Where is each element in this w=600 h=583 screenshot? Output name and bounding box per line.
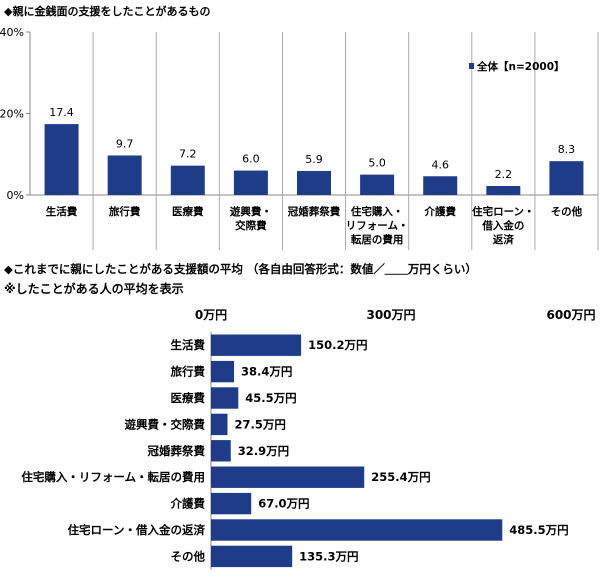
data-label: 27.5万円	[235, 417, 286, 431]
hbar-6	[211, 492, 252, 515]
data-label: 485.5万円	[509, 523, 568, 537]
chart1-title: ◆親に金銭面の支援をしたことがあるもの	[4, 5, 211, 18]
category-label: 冠婚葬祭費	[288, 205, 341, 218]
category-label: その他	[171, 549, 206, 563]
bar-4	[297, 170, 331, 195]
chart2-title: ◆これまでに親にしたことがある支援額の平均 （各自由回答形式：数値／＿＿万円くら…	[4, 262, 477, 276]
category-label: 旅行費	[171, 365, 206, 379]
y-tick-label: 0%	[7, 189, 24, 202]
category-label: その他	[551, 205, 583, 218]
category-label: 住宅購入・	[351, 205, 404, 218]
category-label: 返済	[493, 233, 514, 246]
hbar-5	[211, 466, 365, 488]
bar-1	[107, 155, 142, 195]
bar-0	[44, 124, 79, 195]
category-label: 医療費	[171, 391, 206, 405]
x-tick-label: 300万円	[366, 308, 415, 322]
data-label: 2.2	[495, 168, 513, 181]
bar-8	[549, 161, 584, 195]
x-tick-label: 600万円	[546, 308, 595, 322]
legend-swatch	[469, 63, 474, 69]
bar-6	[423, 176, 458, 195]
hbar-2	[211, 387, 239, 409]
data-label: 17.4	[49, 106, 74, 119]
data-label: 7.2	[179, 148, 197, 161]
data-label: 9.7	[116, 137, 134, 150]
data-label: 255.4万円	[371, 470, 430, 484]
chart2-subtitle: ※したことがある人の平均を表示	[4, 282, 184, 296]
data-label: 4.6	[431, 158, 449, 171]
data-label: 8.3	[558, 143, 576, 156]
hbar-8	[211, 545, 293, 568]
hbar-0	[211, 334, 302, 356]
hbar-1	[211, 360, 235, 383]
category-label: 生活費	[46, 205, 78, 218]
bar-7	[486, 186, 521, 195]
data-label: 6.0	[242, 153, 260, 166]
category-label: 生活費	[171, 338, 206, 352]
category-label: リフォーム・	[346, 220, 409, 232]
category-label: 借入金の	[481, 219, 524, 232]
category-label: 交際費	[235, 219, 267, 232]
bar-3	[233, 170, 268, 195]
category-label: 住宅ローン・	[472, 205, 534, 218]
bar-2	[170, 165, 205, 195]
category-label: 住宅ローン・借入金の返済	[68, 523, 206, 537]
hbar-4	[211, 440, 231, 462]
data-label: 45.5万円	[245, 391, 296, 405]
data-label: 150.2万円	[308, 338, 367, 352]
category-label: 住宅購入・リフォーム・転居の費用	[21, 470, 205, 484]
data-label: 5.0	[368, 157, 386, 170]
data-label: 67.0万円	[258, 497, 309, 511]
category-label: 介護費	[423, 205, 456, 218]
bar-5	[360, 174, 395, 195]
data-label: 135.3万円	[299, 549, 358, 563]
data-label: 5.9	[305, 153, 323, 166]
data-label: 38.4万円	[241, 365, 292, 379]
category-label: 旅行費	[109, 205, 141, 218]
y-tick-label: 40%	[0, 26, 24, 39]
data-label: 32.9万円	[238, 444, 289, 458]
category-label: 転居の費用	[351, 233, 404, 246]
category-label: 遊興費・	[230, 205, 272, 218]
hbar-3	[211, 413, 228, 436]
category-label: 冠婚葬祭費	[148, 444, 206, 458]
y-tick-label: 20%	[0, 108, 24, 121]
category-label: 遊興費・交際費	[125, 417, 206, 431]
hbar-7	[211, 519, 503, 541]
legend-label: 全体【n=2000】	[476, 60, 565, 73]
category-label: 医療費	[172, 205, 204, 218]
category-label: 介護費	[170, 497, 206, 511]
x-tick-label: 0万円	[195, 308, 227, 322]
